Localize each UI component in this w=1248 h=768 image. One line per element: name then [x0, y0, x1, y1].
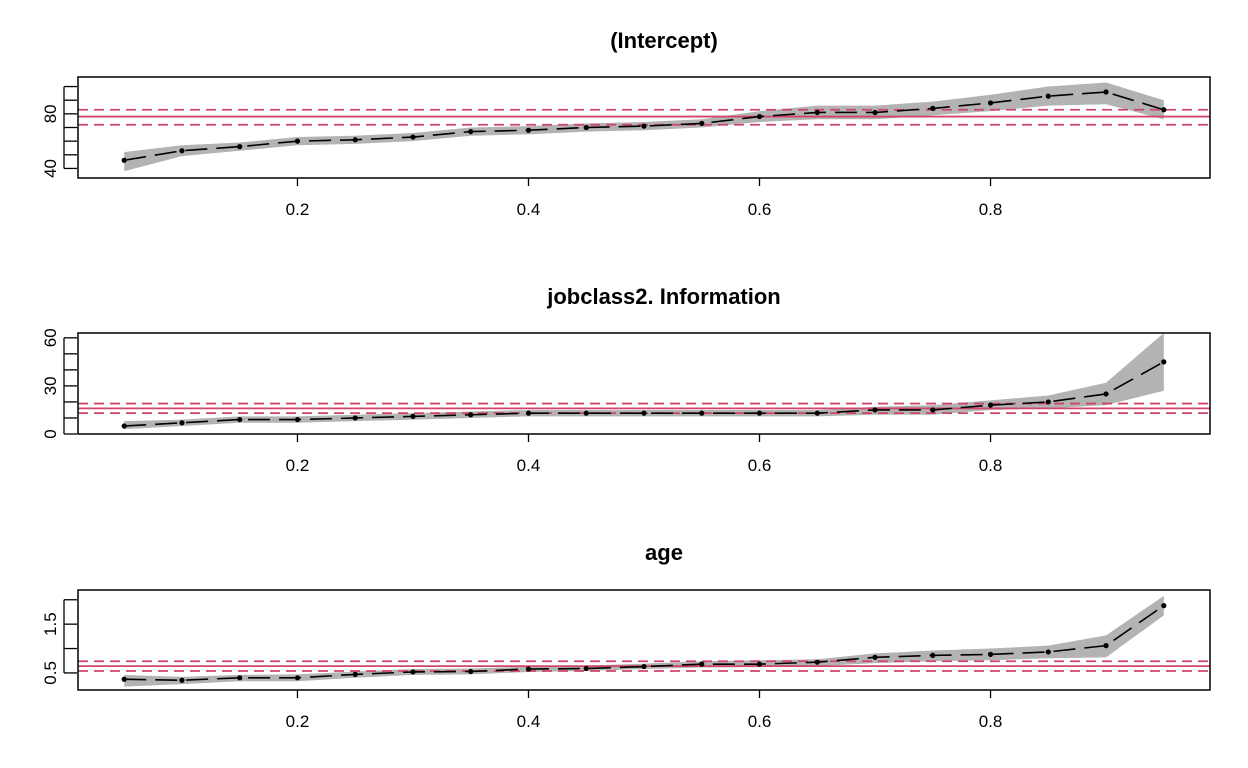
estimate-point — [294, 416, 301, 423]
y-tick-label: 0.5 — [41, 661, 60, 685]
y-tick-label: 1.5 — [41, 612, 60, 636]
estimate-point — [525, 410, 532, 416]
y-tick-label: 60 — [41, 328, 60, 347]
y-tick-label: 30 — [41, 376, 60, 395]
estimate-point — [410, 413, 416, 419]
estimate-point — [583, 410, 589, 416]
estimate-point — [814, 410, 820, 416]
panel-title: jobclass2. Information — [546, 284, 781, 309]
estimate-point — [1103, 89, 1109, 95]
plot-frame — [77, 76, 1211, 179]
estimate-point — [756, 661, 763, 667]
x-tick-label: 0.4 — [517, 456, 541, 475]
estimate-point — [583, 665, 589, 672]
estimate-point — [525, 666, 532, 672]
x-tick-label: 0.6 — [748, 200, 772, 219]
estimate-point — [641, 123, 647, 129]
estimate-point — [179, 677, 185, 683]
panel-0: (Intercept) 0.2 0.4 0.6 0.8 40 80 — [41, 28, 1211, 219]
estimate-point — [237, 416, 243, 423]
estimate-point — [410, 669, 416, 675]
estimate-point — [872, 109, 878, 116]
estimate-point — [121, 423, 127, 429]
estimate-point — [987, 402, 994, 408]
x-tick-label: 0.6 — [748, 712, 772, 731]
panel-2: age 0.2 0.4 0.6 0.8 0.5 1.5 — [41, 540, 1211, 731]
panel-title: age — [645, 540, 683, 565]
estimate-point — [179, 420, 185, 426]
x-tick-label: 0.2 — [286, 200, 310, 219]
estimate-point — [294, 138, 301, 144]
estimate-point — [872, 407, 878, 413]
estimate-point — [814, 659, 820, 665]
estimate-point — [1103, 643, 1109, 649]
estimate-point — [930, 652, 936, 658]
estimate-point — [699, 661, 705, 667]
y-tick-label: 40 — [41, 159, 60, 178]
estimate-point — [814, 109, 820, 116]
estimate-point — [237, 675, 243, 681]
estimate-point — [641, 410, 647, 416]
estimate-point — [294, 675, 301, 681]
estimate-point — [756, 410, 763, 416]
estimate-point — [468, 128, 474, 135]
estimate-point — [352, 137, 358, 143]
estimate-point — [987, 100, 994, 106]
estimate-point — [756, 113, 763, 120]
y-tick-label: 0 — [41, 429, 60, 438]
estimate-point — [1161, 603, 1167, 609]
estimate-point — [352, 415, 358, 421]
estimate-point — [699, 410, 705, 416]
x-tick-label: 0.8 — [979, 200, 1003, 219]
x-tick-label: 0.4 — [517, 200, 541, 219]
estimate-point — [1045, 649, 1051, 655]
estimate-point — [987, 651, 994, 657]
estimate-point — [525, 127, 532, 133]
estimate-point — [930, 407, 936, 413]
x-tick-label: 0.2 — [286, 456, 310, 475]
estimate-point — [641, 663, 647, 670]
confidence-band — [124, 595, 1164, 687]
estimate-point — [121, 157, 127, 163]
x-tick-label: 0.2 — [286, 712, 310, 731]
x-tick-label: 0.8 — [979, 456, 1003, 475]
estimate-point — [699, 120, 705, 127]
estimate-point — [1161, 107, 1167, 113]
x-tick-label: 0.4 — [517, 712, 541, 731]
estimate-point — [237, 144, 243, 150]
estimate-point — [930, 105, 936, 111]
estimate-point — [1103, 391, 1109, 397]
panel-title: (Intercept) — [610, 28, 718, 53]
estimate-point — [468, 412, 474, 418]
plot-frame — [77, 589, 1211, 691]
estimate-point — [410, 134, 416, 140]
y-tick-label: 80 — [41, 104, 60, 123]
estimate-point — [468, 668, 474, 675]
estimate-point — [1161, 359, 1167, 365]
estimate-point — [1045, 93, 1051, 99]
estimate-point — [179, 148, 185, 154]
x-tick-label: 0.6 — [748, 456, 772, 475]
estimate-point — [583, 124, 589, 131]
estimate-point — [121, 676, 127, 682]
estimate-point — [1045, 399, 1051, 405]
x-tick-label: 0.8 — [979, 712, 1003, 731]
estimate-point — [352, 671, 358, 677]
panel-1: jobclass2. Information 0.2 0.4 0.6 0.8 0 30 60 — [41, 284, 1211, 475]
estimate-point — [872, 654, 878, 660]
plot-frame — [77, 332, 1211, 435]
